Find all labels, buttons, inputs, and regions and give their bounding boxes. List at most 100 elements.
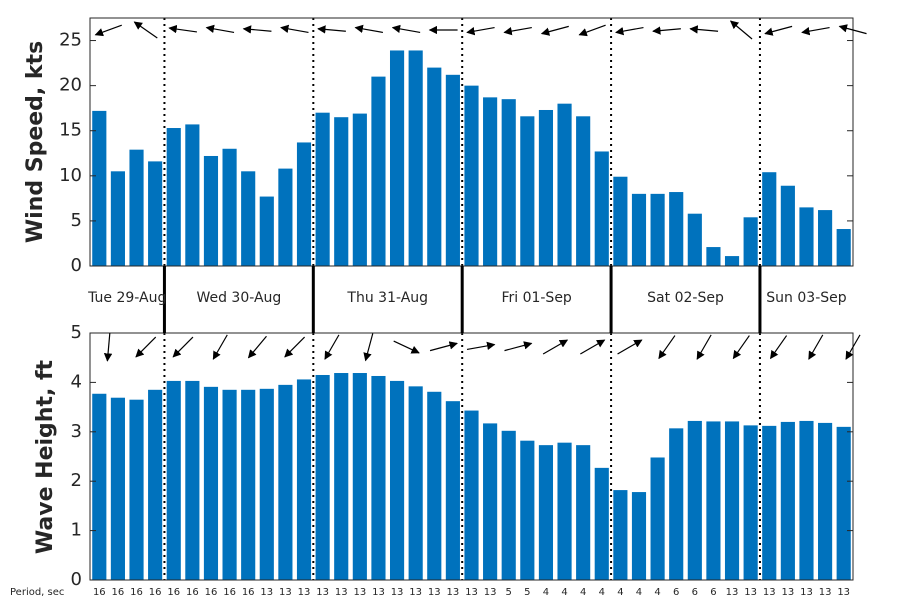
period-value: 13 bbox=[353, 587, 366, 598]
y-tick-label: 0 bbox=[71, 255, 82, 276]
bar bbox=[743, 217, 758, 266]
period-value: 5 bbox=[524, 587, 530, 598]
period-value: 13 bbox=[372, 587, 385, 598]
wind-arrow bbox=[466, 341, 496, 351]
bar bbox=[222, 148, 237, 266]
wind-arrow bbox=[617, 339, 643, 355]
bar bbox=[203, 386, 219, 580]
bar bbox=[818, 422, 833, 580]
bar bbox=[352, 373, 367, 580]
bar bbox=[743, 425, 758, 580]
period-value: 13 bbox=[391, 587, 404, 598]
period-value: 13 bbox=[781, 587, 794, 598]
wind-arrow bbox=[503, 26, 532, 36]
bar bbox=[483, 97, 498, 266]
bar bbox=[799, 207, 814, 266]
bar bbox=[408, 386, 423, 580]
bar bbox=[799, 420, 814, 580]
bar bbox=[483, 423, 498, 580]
bar bbox=[706, 421, 721, 580]
y-tick-label: 5 bbox=[71, 322, 82, 343]
period-value: 13 bbox=[484, 587, 497, 598]
period-value: 5 bbox=[506, 587, 512, 598]
y-tick-label: 15 bbox=[59, 120, 82, 141]
bar bbox=[818, 210, 833, 266]
wind-arrow bbox=[284, 336, 306, 358]
wind-arrow bbox=[354, 24, 384, 34]
bar bbox=[185, 124, 200, 266]
bar bbox=[520, 116, 535, 266]
bar bbox=[259, 388, 274, 580]
period-value: 6 bbox=[710, 587, 716, 598]
wind-arrow bbox=[615, 26, 644, 36]
wind-arrow bbox=[696, 334, 712, 360]
wind-arrow bbox=[393, 340, 420, 354]
bar bbox=[222, 389, 237, 580]
period-value: 16 bbox=[242, 587, 255, 598]
bar bbox=[762, 425, 777, 580]
bar bbox=[110, 171, 125, 266]
wind-arrow bbox=[838, 24, 867, 35]
period-value: 13 bbox=[837, 587, 850, 598]
wind-arrow bbox=[732, 335, 750, 360]
wind-arrow bbox=[764, 25, 793, 36]
period-value: 13 bbox=[744, 587, 757, 598]
y-tick-label: 5 bbox=[71, 210, 82, 231]
bar bbox=[780, 421, 795, 580]
bar bbox=[538, 109, 554, 267]
period-value: 13 bbox=[763, 587, 776, 598]
period-value: 4 bbox=[543, 587, 549, 598]
period-value: 6 bbox=[692, 587, 698, 598]
period-value: 16 bbox=[93, 587, 106, 598]
period-value: 13 bbox=[316, 587, 329, 598]
period-value: 13 bbox=[726, 587, 739, 598]
period-value: 16 bbox=[186, 587, 199, 598]
bar bbox=[278, 384, 293, 580]
bar bbox=[706, 247, 721, 266]
bar bbox=[613, 490, 628, 580]
y-tick-label: 1 bbox=[71, 520, 82, 541]
bar bbox=[445, 401, 460, 580]
y-axis-label: Wind Speed, kts bbox=[23, 41, 48, 243]
wind-arrow bbox=[580, 339, 606, 355]
wind-arrow bbox=[103, 333, 113, 362]
bar bbox=[631, 193, 647, 266]
plot-frame bbox=[89, 332, 854, 581]
wind-arrow bbox=[212, 334, 228, 360]
bar bbox=[427, 391, 442, 580]
y-axis-label: Wave Height, ft bbox=[33, 359, 58, 554]
period-value: 13 bbox=[428, 587, 441, 598]
y-tick-label: 0 bbox=[71, 569, 82, 590]
wind-arrow bbox=[324, 334, 340, 360]
bar bbox=[594, 151, 609, 266]
bar bbox=[762, 172, 777, 266]
bar bbox=[501, 430, 516, 580]
wind-arrow bbox=[205, 24, 235, 34]
wind-arrow bbox=[317, 25, 346, 34]
bar bbox=[557, 103, 572, 266]
day-label: Sat 02-Sep bbox=[647, 290, 724, 306]
wind-arrow bbox=[689, 25, 719, 34]
bar bbox=[669, 192, 684, 266]
y-tick-label: 10 bbox=[59, 165, 82, 186]
period-value: 13 bbox=[819, 587, 832, 598]
period-value: 13 bbox=[465, 587, 478, 598]
day-label: Wed 30-Aug bbox=[196, 290, 281, 306]
period-value: 13 bbox=[279, 587, 292, 598]
period-value: 4 bbox=[654, 587, 660, 598]
wind-arrow bbox=[242, 25, 272, 34]
y-tick-label: 3 bbox=[71, 421, 82, 442]
bar bbox=[166, 380, 181, 580]
wind-arrow bbox=[808, 334, 824, 360]
wind-arrow bbox=[391, 24, 421, 34]
bar bbox=[538, 445, 554, 580]
bar bbox=[296, 379, 312, 580]
period-value: 16 bbox=[167, 587, 180, 598]
wind-arrow bbox=[135, 336, 157, 358]
bar bbox=[241, 389, 256, 580]
bar bbox=[445, 74, 460, 266]
period-value: 13 bbox=[800, 587, 813, 598]
period-value: 4 bbox=[636, 587, 642, 598]
